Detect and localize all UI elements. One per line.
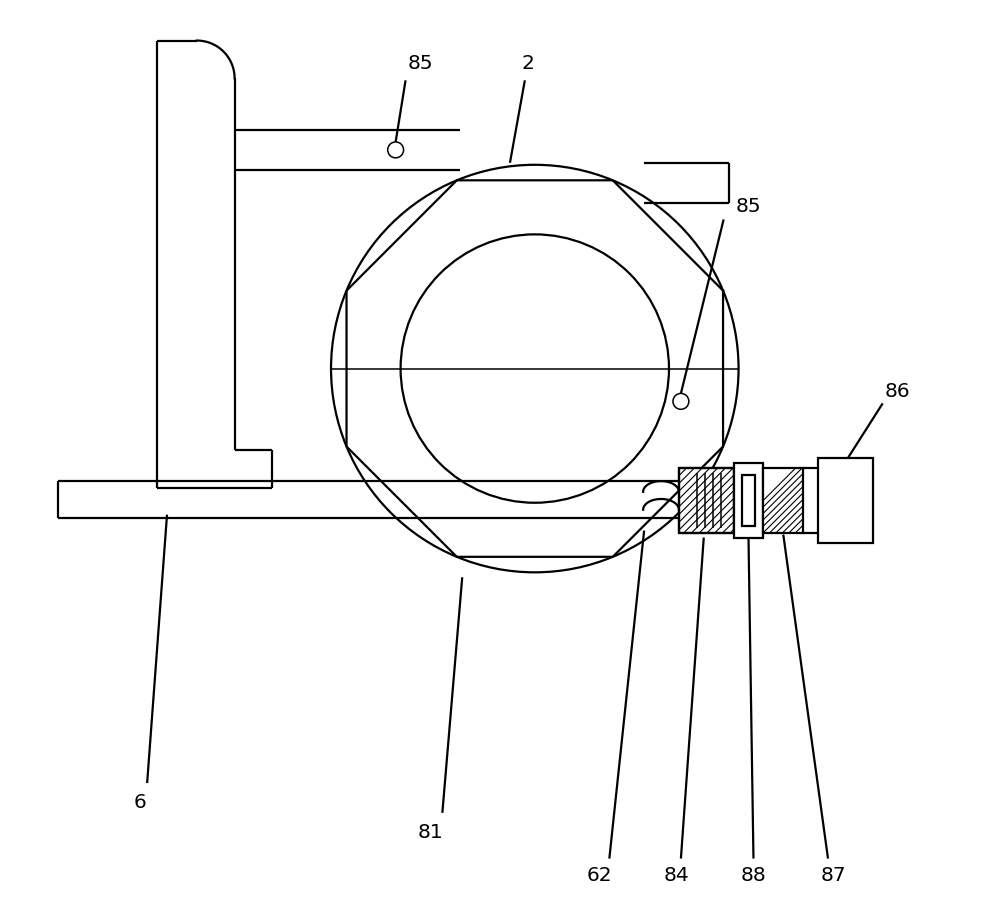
Text: 86: 86 (885, 382, 910, 401)
Bar (763, 468, 803, 533)
Text: 62: 62 (587, 866, 612, 885)
Text: 85: 85 (736, 197, 761, 216)
Text: 88: 88 (741, 866, 766, 885)
Text: 84: 84 (664, 866, 690, 885)
Bar (734, 463, 763, 537)
Text: 6: 6 (134, 794, 147, 812)
Bar (742, 475, 755, 525)
Bar (818, 458, 873, 543)
Text: 2: 2 (521, 54, 534, 73)
Text: 87: 87 (820, 866, 846, 885)
Bar (679, 468, 734, 533)
Text: 85: 85 (408, 54, 433, 73)
Text: 81: 81 (418, 823, 443, 843)
